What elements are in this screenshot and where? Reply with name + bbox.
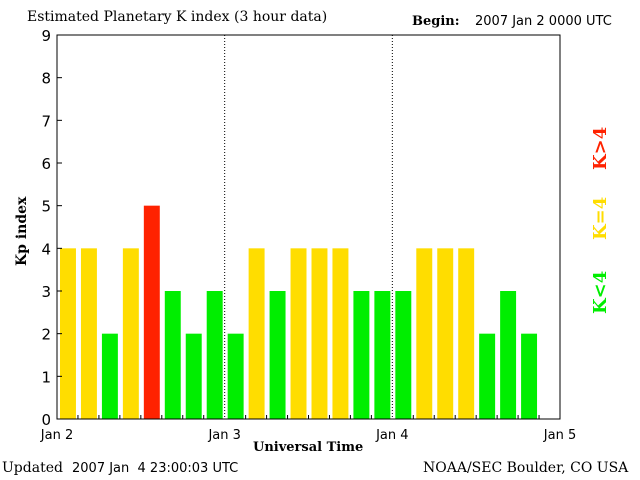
kp-bar <box>206 291 223 419</box>
kp-bar <box>248 248 265 419</box>
source-label: NOAA/SEC Boulder, CO USA <box>423 460 629 476</box>
y-tick-label: 1 <box>41 368 51 386</box>
kp-bar <box>332 248 349 419</box>
y-tick-label: 7 <box>41 112 51 130</box>
kp-bar <box>395 291 412 419</box>
y-tick-label: 6 <box>41 155 51 173</box>
kp-bar <box>269 291 286 419</box>
kp-bar <box>101 333 118 419</box>
x-tick-label: Jan 2 <box>40 428 73 443</box>
x-tick-label: Jan 3 <box>207 428 240 443</box>
kp-bar <box>164 291 181 419</box>
kp-bar <box>458 248 475 419</box>
kp-bar <box>500 291 517 419</box>
y-tick-label: 3 <box>41 283 51 301</box>
y-axis-label: Kp index <box>14 196 30 266</box>
kp-bar <box>416 248 433 419</box>
kp-bar <box>479 333 496 419</box>
y-tick-label: 8 <box>41 70 51 88</box>
kp-bar <box>437 248 454 419</box>
kp-bar <box>60 248 76 419</box>
updated-value: 2007 Jan 4 23:00:03 UTC <box>72 461 239 476</box>
kp-bar <box>521 333 538 419</box>
updated-label: Updated <box>2 460 63 476</box>
kp-bar <box>227 333 244 419</box>
y-tick-label: 5 <box>41 198 51 216</box>
y-tick-label: 4 <box>41 240 51 258</box>
kp-bar <box>353 291 370 419</box>
x-tick-label: Jan 5 <box>543 428 576 443</box>
x-tick-label: Jan 4 <box>375 428 408 443</box>
legend-equal: K=4 <box>590 196 611 240</box>
begin-value: 2007 Jan 2 0000 UTC <box>475 14 612 29</box>
begin-label: Begin: <box>412 14 460 29</box>
kp-bar <box>290 248 307 419</box>
kp-bar <box>122 248 139 419</box>
legend-high: K>4 <box>590 126 611 170</box>
kp-bar <box>80 248 97 419</box>
kp-bar <box>143 205 160 419</box>
kp-bar <box>311 248 328 419</box>
kp-bar <box>374 291 391 419</box>
legend-low: K<4 <box>590 270 611 314</box>
x-axis-label: Universal Time <box>253 440 364 455</box>
kp-bar <box>185 333 202 419</box>
y-tick-label: 9 <box>41 27 51 45</box>
y-tick-label: 0 <box>41 411 51 429</box>
y-tick-label: 2 <box>41 326 51 344</box>
chart-title: Estimated Planetary K index (3 hour data… <box>27 9 328 25</box>
